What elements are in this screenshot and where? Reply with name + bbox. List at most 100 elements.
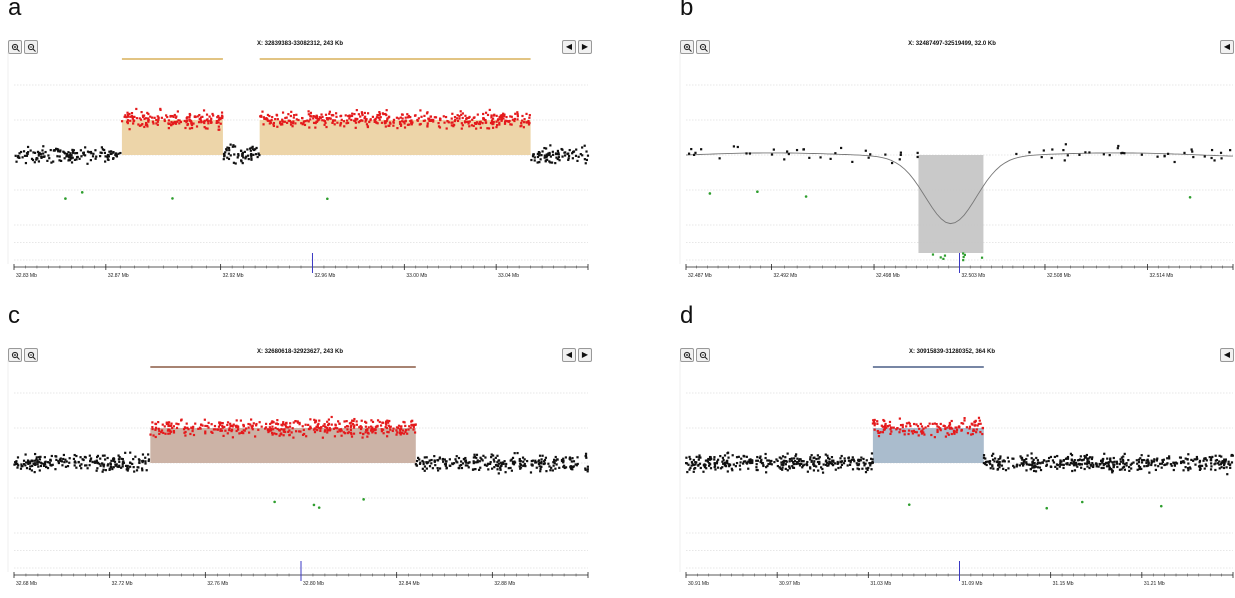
data-point: [1130, 462, 1134, 465]
data-point: [82, 458, 85, 462]
zoom-out-icon[interactable]: [24, 348, 38, 362]
data-point: [853, 460, 856, 463]
zoom-in-icon[interactable]: [8, 348, 22, 362]
data-point: [218, 423, 222, 426]
data-point: [968, 427, 971, 430]
data-point: [410, 123, 413, 126]
data-point: [563, 154, 567, 157]
data-point: [437, 125, 441, 128]
data-point: [907, 429, 911, 432]
data-point: [145, 469, 148, 472]
data-point: [386, 430, 389, 434]
data-point: [36, 150, 40, 153]
data-point: [1106, 457, 1109, 460]
scroll-right-icon[interactable]: ▶: [578, 348, 592, 362]
zoom-out-icon[interactable]: [696, 40, 710, 54]
data-point: [107, 158, 110, 162]
data-point: [276, 427, 279, 431]
zoom-in-icon[interactable]: [8, 40, 22, 54]
data-point: [913, 422, 916, 426]
data-point: [174, 116, 178, 119]
scroll-left-icon[interactable]: ◀: [562, 40, 576, 54]
data-point: [770, 463, 773, 466]
data-point: [163, 425, 166, 428]
zoom-out-icon[interactable]: [696, 348, 710, 362]
data-point: [80, 155, 83, 158]
zoom-controls: [8, 348, 38, 362]
data-point: [321, 436, 324, 439]
data-point: [549, 155, 552, 158]
data-point: [921, 429, 924, 432]
data-point: [927, 425, 930, 428]
data-point: [104, 155, 107, 158]
data-point: [186, 119, 189, 122]
data-point: [370, 425, 373, 428]
data-point: [1102, 466, 1105, 470]
data-point: [239, 419, 243, 422]
data-point: [428, 459, 431, 462]
data-point: [307, 423, 310, 427]
data-point: [1205, 459, 1208, 462]
data-point: [1061, 463, 1064, 466]
data-point: [1029, 468, 1032, 471]
data-point: [1078, 153, 1081, 156]
data-point: [996, 468, 999, 471]
data-point: [289, 123, 293, 126]
data-point: [432, 120, 435, 123]
data-point: [999, 455, 1002, 458]
zoom-in-icon[interactable]: [680, 40, 694, 54]
data-point: [773, 460, 776, 464]
data-point: [446, 120, 449, 123]
data-point: [426, 124, 429, 127]
data-point: [422, 462, 425, 466]
data-point: [232, 144, 235, 147]
data-point: [973, 429, 976, 432]
data-point: [571, 157, 574, 160]
data-point: [42, 464, 46, 467]
data-point: [543, 460, 546, 463]
data-point: [35, 158, 38, 161]
data-point: [1137, 460, 1141, 464]
zoom-in-icon[interactable]: [680, 348, 694, 362]
data-point: [1138, 467, 1141, 471]
data-point: [1198, 459, 1202, 463]
scroll-left-icon[interactable]: ◀: [562, 348, 576, 362]
data-point: [917, 434, 920, 437]
data-point: [519, 463, 523, 466]
scroll-left-icon[interactable]: ◀: [1220, 40, 1234, 54]
data-point: [1125, 462, 1128, 465]
data-point: [1080, 466, 1083, 469]
data-point: [801, 464, 805, 467]
data-point: [496, 454, 499, 457]
data-point: [1173, 461, 1176, 464]
data-point: [434, 116, 438, 119]
data-point: [216, 116, 219, 119]
data-point: [847, 456, 850, 460]
data-point: [1191, 150, 1194, 153]
data-point: [1188, 466, 1191, 469]
data-point: [1135, 459, 1138, 462]
scroll-right-icon[interactable]: ▶: [578, 40, 592, 54]
data-point: [233, 145, 237, 148]
data-point: [1220, 455, 1223, 458]
data-point: [990, 454, 994, 457]
data-point: [99, 464, 102, 467]
data-point: [237, 426, 240, 429]
scroll-left-icon[interactable]: ◀: [1220, 348, 1234, 362]
data-point: [1103, 452, 1106, 455]
data-point: [1065, 462, 1068, 465]
data-point: [1210, 148, 1214, 152]
data-point: [563, 466, 566, 470]
data-point: [772, 148, 775, 151]
data-point: [557, 156, 561, 159]
data-point: [185, 121, 188, 124]
data-point: [56, 148, 60, 151]
zoom-out-icon[interactable]: [24, 40, 38, 54]
data-point: [14, 461, 17, 464]
data-point: [103, 151, 107, 154]
data-point: [1220, 157, 1223, 160]
data-point: [307, 113, 310, 116]
data-point: [544, 160, 547, 163]
data-point: [491, 126, 495, 129]
data-point: [204, 424, 207, 428]
